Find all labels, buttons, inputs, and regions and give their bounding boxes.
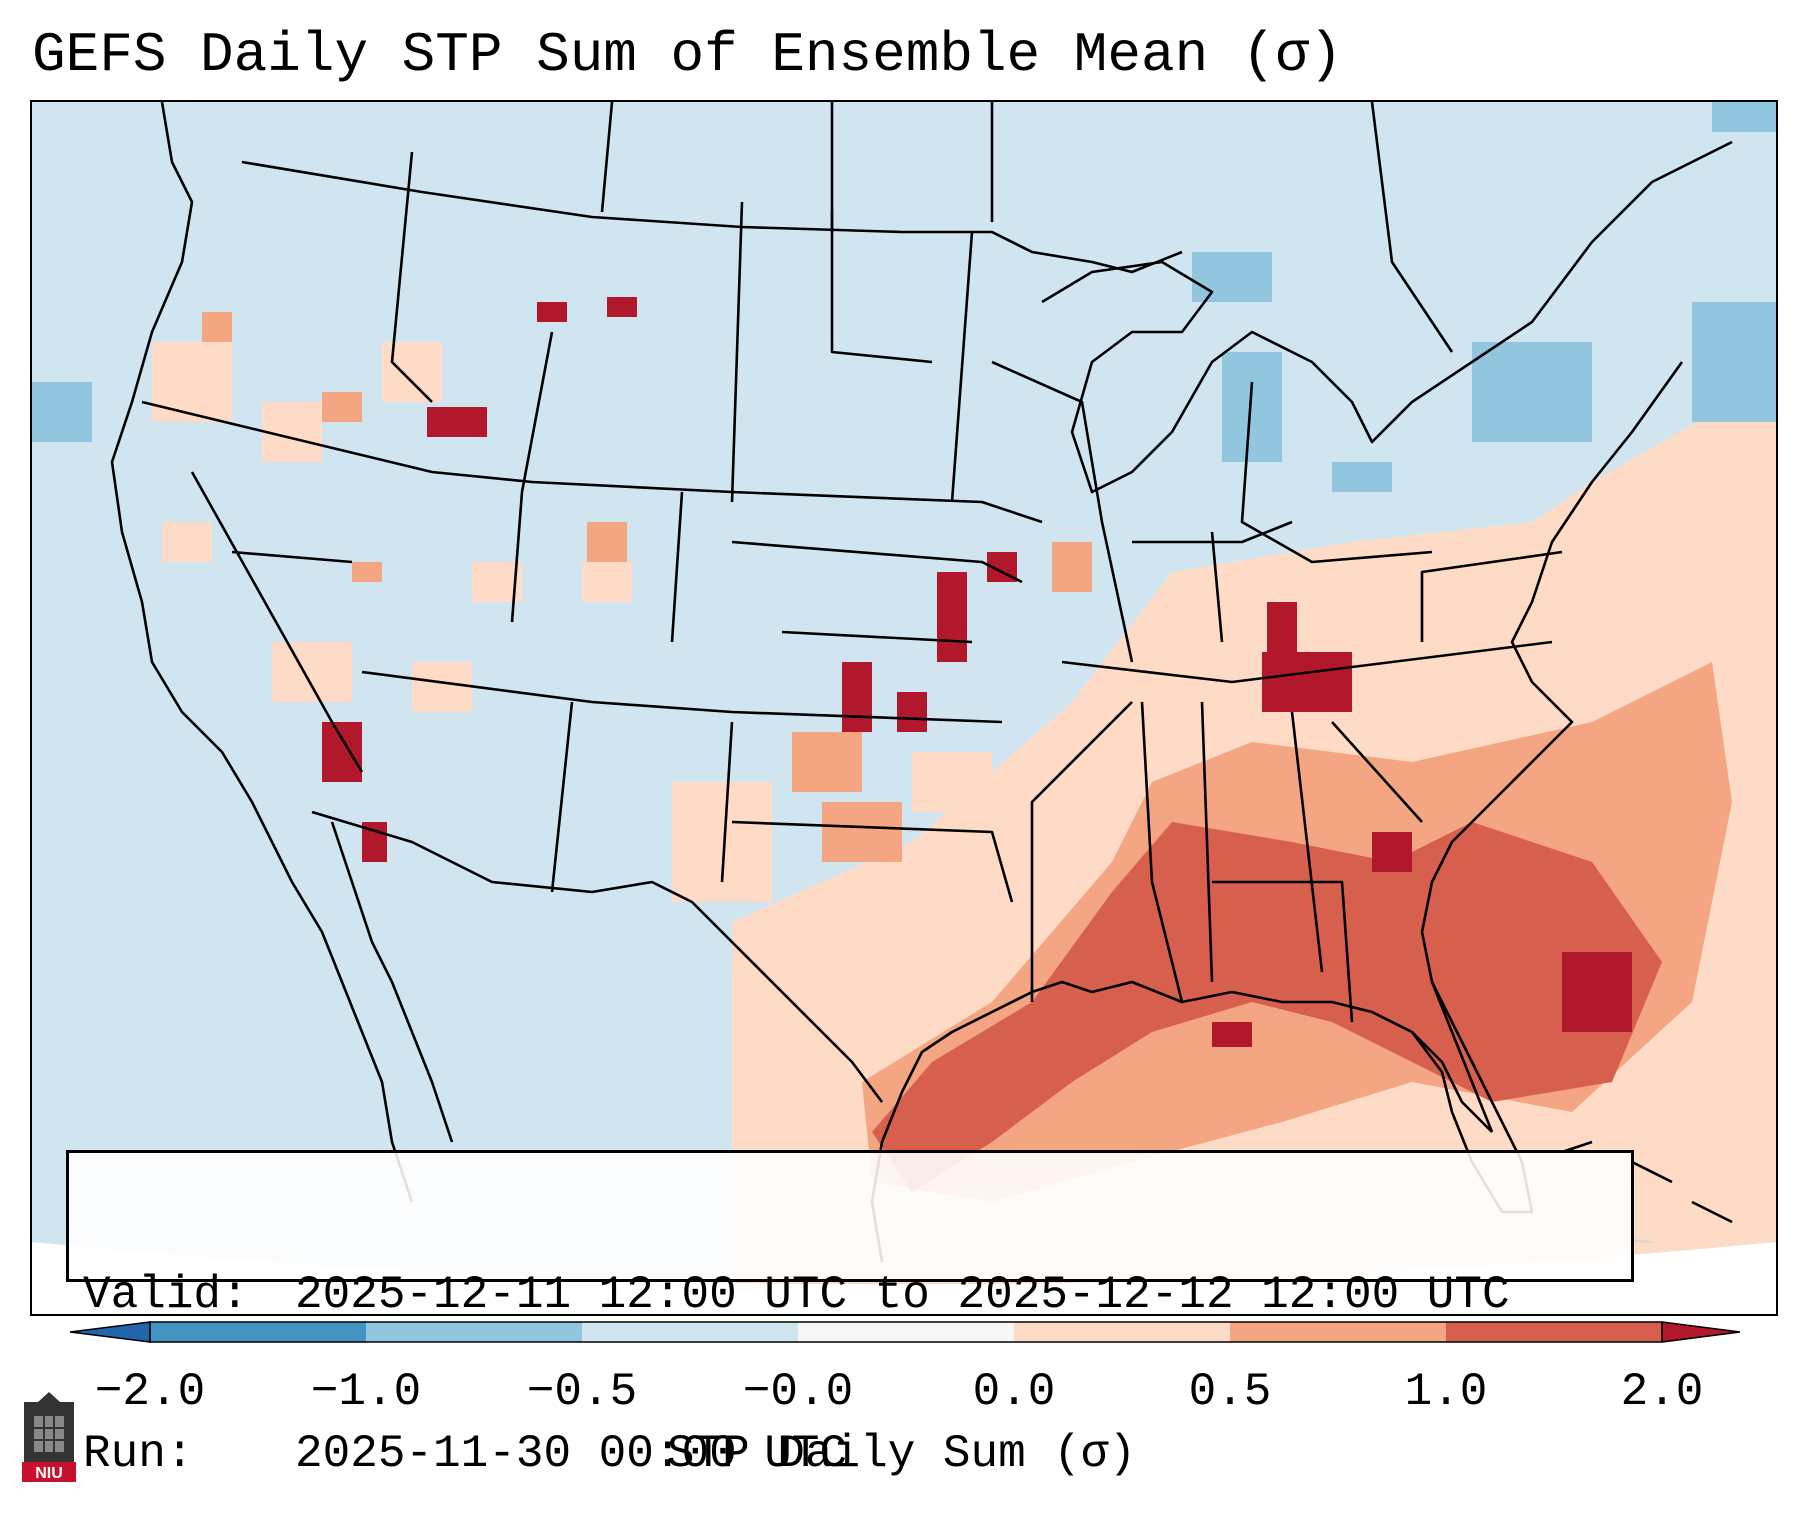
field-cell-extreme bbox=[937, 572, 967, 662]
field-cell-extreme bbox=[1372, 832, 1412, 872]
field-cell-extreme bbox=[537, 302, 567, 322]
colorbar bbox=[70, 1321, 1740, 1343]
field-cell-low bbox=[912, 752, 992, 812]
colorbar-bin bbox=[150, 1322, 366, 1342]
field-cell-mid bbox=[1052, 542, 1092, 592]
run-value: 2025-11-30 00:00 UTC bbox=[295, 1428, 848, 1480]
coastline-west bbox=[110, 102, 414, 1203]
border-us-canada bbox=[241, 160, 1183, 274]
field-region-high-positive bbox=[872, 822, 1662, 1192]
field-cell-low bbox=[162, 522, 212, 562]
field-cell-extreme bbox=[1562, 952, 1632, 1032]
field-cell-mid bbox=[352, 562, 382, 582]
state-lines bbox=[141, 151, 1563, 1023]
field-cell-low bbox=[262, 402, 322, 462]
colorbar-outline bbox=[149, 1321, 1663, 1343]
valid-line: Valid: 2025-12-11 12:00 UTC to 2025-12-12… bbox=[83, 1269, 1617, 1322]
field-cell-extreme bbox=[607, 297, 637, 317]
stp-map bbox=[32, 102, 1776, 1314]
colorbar-bin bbox=[1014, 1322, 1230, 1342]
field-cell-extreme bbox=[897, 692, 927, 732]
colorbar-tick-label: 1.0 bbox=[1404, 1366, 1488, 1418]
canada-province-lines bbox=[600, 102, 1454, 353]
coastline-gulf bbox=[870, 980, 1493, 1263]
page-title: GEFS Daily STP Sum of Ensemble Mean (σ) bbox=[32, 23, 1343, 87]
coastline-great-lakes bbox=[1041, 140, 1733, 494]
field-cell-low bbox=[582, 562, 632, 602]
field-cell-low bbox=[272, 642, 352, 702]
colorbar-tick-label: −2.0 bbox=[94, 1366, 206, 1418]
colorbar-tick-label: −0.5 bbox=[526, 1366, 638, 1418]
run-key: Run: bbox=[83, 1428, 194, 1480]
field-cell-extreme bbox=[1262, 652, 1352, 712]
colorbar-bin bbox=[366, 1322, 582, 1342]
map-outside-domain bbox=[32, 1242, 1776, 1314]
field-cell-low bbox=[412, 662, 472, 712]
run-line: Run: 2025-11-30 00:00 UTC bbox=[83, 1428, 1617, 1481]
field-cell-low bbox=[152, 342, 232, 422]
field-cell-negative bbox=[32, 382, 92, 442]
valid-key: Valid: bbox=[83, 1269, 249, 1321]
coastline-gulf-of-california bbox=[330, 821, 454, 1143]
colorbar-ticks: −2.0 −1.0 −0.5 −0.0 0.0 0.5 1.0 2.0 bbox=[0, 1340, 1803, 1420]
field-cell-extreme bbox=[842, 662, 872, 732]
stp-field bbox=[32, 102, 1776, 1285]
field-cell-mid bbox=[587, 522, 627, 562]
valid-value: 2025-12-11 12:00 UTC to 2025-12-12 12:00… bbox=[295, 1269, 1510, 1321]
colorbar-tick-label: −1.0 bbox=[310, 1366, 422, 1418]
field-cell-mid bbox=[322, 392, 362, 422]
colorbar-min-extend bbox=[70, 1321, 151, 1343]
colorbar-label: STP Daily Sum (σ) bbox=[666, 1428, 1137, 1480]
map-panel bbox=[30, 100, 1778, 1316]
field-cell-extreme bbox=[427, 407, 487, 437]
niu-logo-icon: NIU bbox=[22, 1392, 76, 1482]
colorbar-tick-label: 0.0 bbox=[972, 1366, 1056, 1418]
field-cell-negative bbox=[1472, 342, 1592, 442]
colorbar-bin bbox=[1230, 1322, 1446, 1342]
colorbar-tick-label: 0.5 bbox=[1188, 1366, 1272, 1418]
field-cell-low bbox=[672, 782, 772, 902]
logo-text: NIU bbox=[35, 1465, 63, 1482]
colorbar-bin bbox=[798, 1322, 1014, 1342]
field-cell-mid bbox=[792, 732, 862, 792]
field-cell-mid bbox=[822, 802, 902, 862]
field-cell-negative bbox=[1692, 302, 1776, 422]
field-cell-extreme bbox=[322, 722, 362, 782]
field-cell-negative bbox=[1222, 352, 1282, 462]
field-cell-negative bbox=[1192, 252, 1272, 302]
colorbar-bin bbox=[1446, 1322, 1662, 1342]
field-cell-negative bbox=[1712, 102, 1776, 132]
field-cell-extreme bbox=[1267, 602, 1297, 652]
colorbar-max-extend bbox=[1661, 1321, 1740, 1343]
field-cell-low bbox=[382, 342, 442, 402]
field-cell-negative bbox=[1332, 462, 1392, 492]
border-us-mexico bbox=[311, 810, 884, 1103]
colorbar-bin bbox=[582, 1322, 798, 1342]
colorbar-tick-label: −0.0 bbox=[742, 1366, 854, 1418]
valid-run-info: Valid: 2025-12-11 12:00 UTC to 2025-12-12… bbox=[66, 1150, 1634, 1480]
colorbar-tick-label: 2.0 bbox=[1620, 1366, 1704, 1418]
coastline-east bbox=[1420, 361, 1684, 1133]
field-cell-extreme bbox=[1212, 1022, 1252, 1047]
